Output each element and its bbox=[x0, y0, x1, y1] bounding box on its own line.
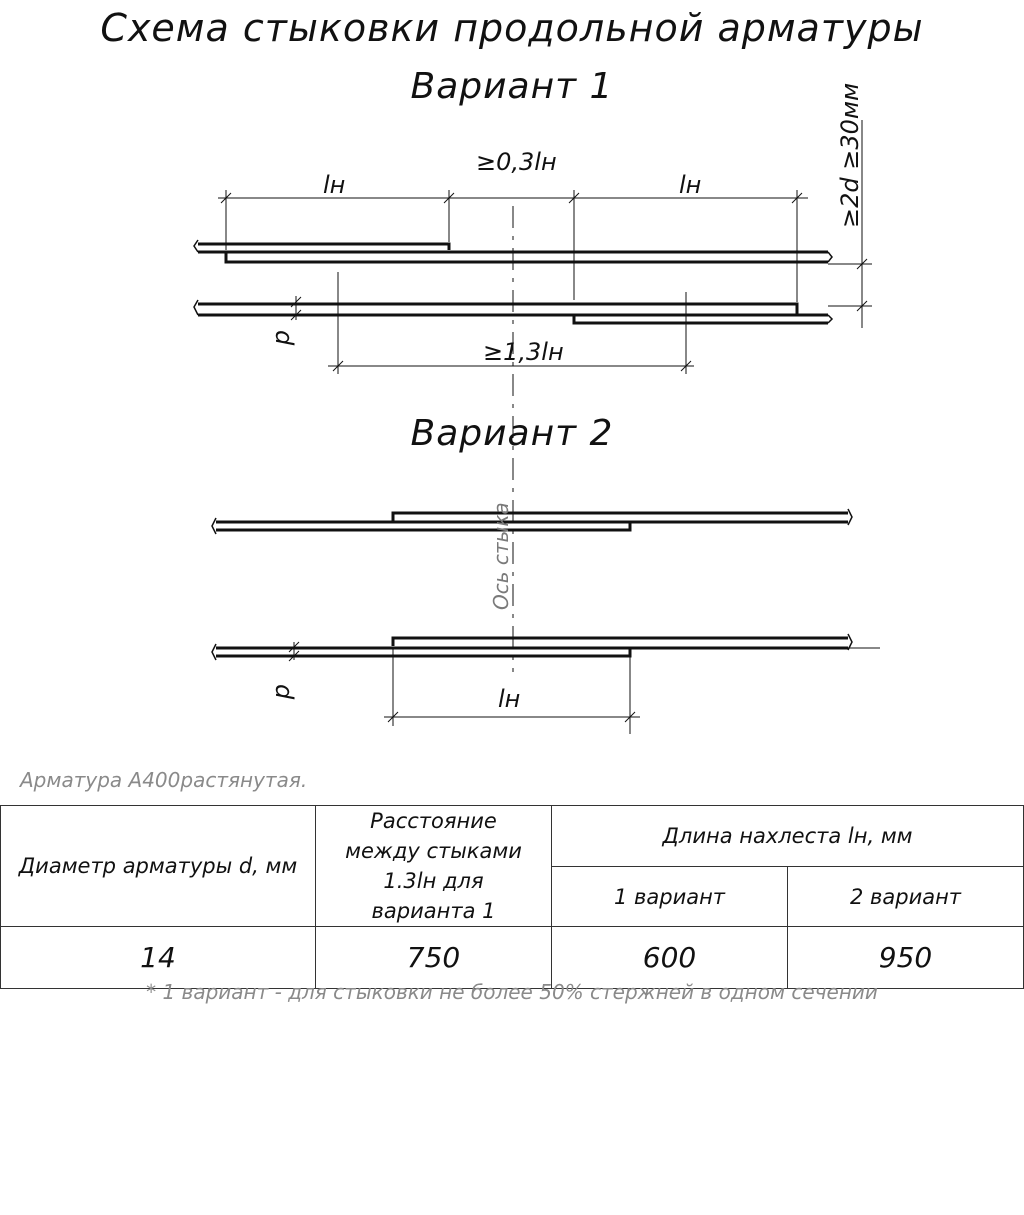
joint-axis-label: Ось стыка bbox=[489, 502, 513, 610]
splice-table: Диаметр арматуры d, мм Расстояние между … bbox=[0, 804, 1024, 989]
cell-variant2-length: 950 bbox=[786, 926, 1024, 989]
variant1-ln-right-label: lн bbox=[679, 171, 701, 199]
variant1-spacing-label: ≥2d ≥30мм bbox=[836, 83, 864, 228]
variant2-bar-upper-pair bbox=[216, 511, 848, 532]
variant1-dimensions bbox=[218, 120, 872, 374]
cell-variant1-length: 600 bbox=[551, 926, 788, 989]
variant2-break-marks bbox=[211, 508, 853, 661]
sub-variant2-header: 2 вариант bbox=[786, 866, 1024, 927]
col-distance-header: Расстояние между стыками 1.3lн для вариа… bbox=[315, 805, 552, 927]
variant1-break-marks bbox=[193, 239, 834, 324]
variant2-bar-lower-pair bbox=[216, 636, 848, 658]
page-title: Схема стыковки продольной арматуры bbox=[100, 6, 924, 50]
cell-distance: 750 bbox=[315, 926, 552, 989]
footnote: * 1 вариант - для стыковки не более 50% … bbox=[146, 980, 878, 1004]
variant1-bar-bottom-pair bbox=[198, 302, 828, 325]
variant2-dimensions bbox=[288, 641, 880, 734]
cell-diameter: 14 bbox=[0, 926, 316, 989]
rebar-note: Арматура А400растянутая. bbox=[20, 768, 308, 792]
variant2-d-label: d bbox=[270, 684, 298, 700]
sub-variant1-header: 1 вариант bbox=[551, 866, 788, 927]
variant1-heading: Вариант 1 bbox=[410, 66, 614, 107]
variant2-heading: Вариант 2 bbox=[410, 413, 614, 454]
col-lap-length-header: Длина нахлеста lн, мм bbox=[550, 804, 1024, 868]
variant1-gap-label: ≥0,3lн bbox=[476, 148, 557, 176]
variant1-total-label: ≥1,3lн bbox=[483, 338, 564, 366]
variant1-ln-left-label: lн bbox=[323, 171, 345, 199]
col-diameter-header: Диаметр арматуры d, мм bbox=[0, 805, 316, 927]
variant2-ln-label: lн bbox=[498, 685, 520, 713]
variant1-d-label: d bbox=[270, 330, 298, 346]
